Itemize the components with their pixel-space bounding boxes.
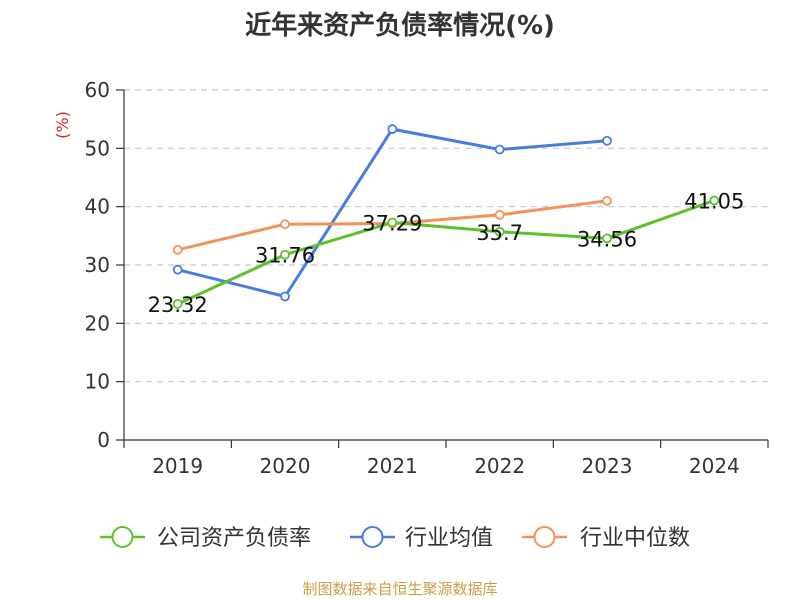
- data-label: 41.05: [684, 190, 744, 214]
- data-label: 37.29: [362, 211, 422, 235]
- x-tick-label: 2024: [689, 454, 740, 478]
- legend: 公司资产负债率 行业均值 行业中位数: [100, 526, 690, 551]
- source-note: 制图数据来自恒生聚源数据库: [302, 580, 498, 598]
- data-label: 35.7: [476, 221, 523, 245]
- data-point: [172, 264, 183, 275]
- data-point: [494, 144, 505, 155]
- y-tick-label: 20: [85, 311, 110, 335]
- x-tick-label: 2022: [474, 454, 525, 478]
- chart-title: 近年来资产负债率情况(%): [245, 11, 555, 41]
- x-tick-label: 2023: [582, 454, 633, 478]
- legend-marker: [533, 526, 556, 548]
- y-tick-label: 40: [85, 195, 110, 219]
- y-tick-label: 60: [85, 78, 110, 102]
- series-line-0: [177, 199, 715, 306]
- data-point: [172, 244, 183, 255]
- legend-marker: [111, 526, 134, 548]
- y-tick-label: 50: [85, 136, 110, 160]
- data-point: [494, 226, 505, 237]
- legend-label: 行业中位数: [580, 526, 690, 551]
- legend-item-2: 行业中位数: [522, 526, 690, 551]
- data-label: 23.32: [148, 293, 208, 317]
- y-tick-label: 10: [85, 370, 110, 394]
- legend-label: 公司资产负债率: [157, 526, 311, 551]
- legend-marker: [361, 526, 384, 548]
- data-label: 34.56: [577, 227, 637, 251]
- data-point: [280, 291, 290, 302]
- grid-layer: [124, 89, 768, 383]
- y-tick-label: 0: [97, 428, 110, 452]
- data-point: [280, 219, 290, 230]
- data-point: [387, 217, 398, 228]
- data-point: [709, 195, 720, 206]
- data-point: [387, 124, 398, 134]
- y-axis-unit-label: (%): [53, 111, 72, 139]
- data-point: [602, 233, 612, 244]
- data-point: [602, 195, 612, 206]
- legend-item-0: 公司资产负债率: [100, 526, 311, 551]
- series-layer: [172, 124, 720, 309]
- data-point: [494, 209, 505, 220]
- legend-item-1: 行业均值: [350, 526, 493, 551]
- data-point: [172, 299, 183, 309]
- axis-layer: 0 10 20 30 40 50 60 2019 2020 2021 2022 2023 2024: [85, 78, 769, 478]
- x-tick-label: 2020: [260, 454, 311, 478]
- data-point: [280, 249, 290, 260]
- data-label: 31.76: [255, 244, 315, 268]
- x-tick-label: 2019: [152, 454, 203, 478]
- y-tick-label: 30: [85, 253, 110, 277]
- data-point: [602, 135, 612, 146]
- legend-label: 行业均值: [405, 526, 493, 551]
- data-label-layer: 23.32 31.76 37.29 35.7 34.56 41.05: [148, 190, 745, 317]
- x-tick-label: 2021: [367, 454, 418, 478]
